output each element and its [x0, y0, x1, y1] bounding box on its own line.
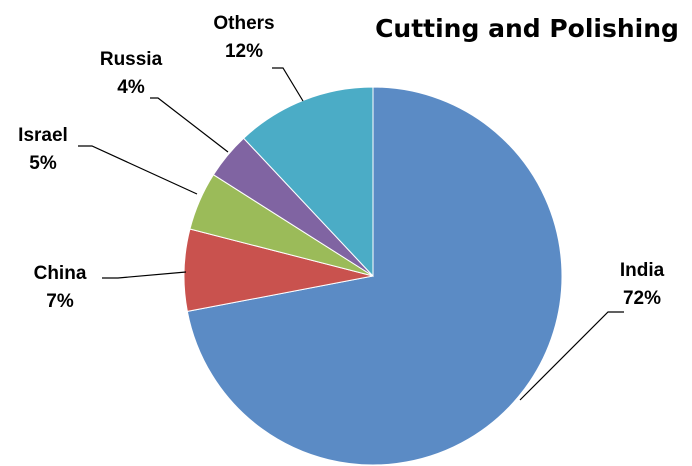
leader-line-india	[519, 311, 624, 401]
pie-slice-others	[242, 86, 374, 278]
slice-percent-israel: 5%	[29, 153, 57, 174]
leader-line-russia	[150, 97, 229, 153]
slice-percent-china: 7%	[46, 291, 74, 312]
slice-label-russia: Russia	[100, 49, 163, 70]
leader-lines	[78, 67, 624, 401]
chart-title: Cutting and Polishing	[375, 14, 679, 43]
leader-line-china	[102, 271, 187, 279]
slice-percent-india: 72%	[623, 288, 661, 309]
slice-label-israel: Israel	[18, 125, 68, 146]
leader-line-others	[272, 67, 304, 102]
slice-labels: India 72% China 7% Israel 5% Russia 4% Others 12%	[18, 13, 664, 312]
slice-label-china: China	[34, 263, 87, 284]
slice-label-india: India	[620, 260, 665, 281]
slice-label-others: Others	[213, 13, 274, 34]
slice-percent-russia: 4%	[117, 77, 145, 98]
pie-slice-india	[186, 86, 563, 466]
leader-line-israel	[78, 145, 198, 195]
slice-percent-others: 12%	[225, 41, 263, 62]
pie-slices	[183, 86, 563, 466]
